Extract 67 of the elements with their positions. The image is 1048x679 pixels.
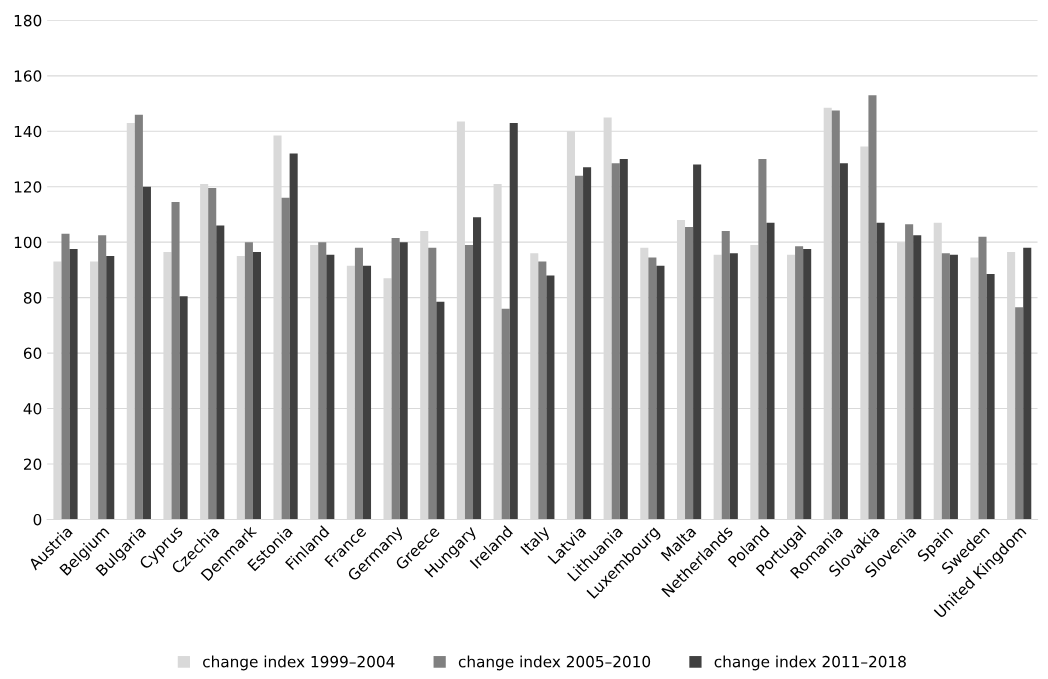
bar (501, 308, 510, 520)
bar (868, 95, 877, 520)
bar (354, 247, 363, 520)
bar (106, 256, 115, 520)
legend-label: change index 2005–2010 (458, 655, 651, 671)
bar (428, 247, 437, 520)
bar (244, 242, 253, 520)
bar (171, 201, 180, 520)
bar (391, 238, 400, 520)
bar (142, 186, 151, 520)
legend-label: change index 1999–2004 (203, 655, 395, 671)
bar (318, 242, 327, 520)
y-tick-label: 120 (14, 181, 42, 193)
bar (876, 222, 885, 520)
bar (252, 251, 261, 520)
bar (611, 163, 620, 520)
bar (839, 163, 848, 520)
bar (795, 246, 804, 520)
bar (619, 159, 628, 520)
y-tick-label: 40 (23, 403, 42, 415)
bar (729, 253, 738, 520)
y-tick-label: 60 (23, 347, 42, 360)
bar (362, 265, 372, 520)
bar (949, 254, 958, 520)
bar (538, 261, 547, 520)
bar (464, 244, 474, 520)
y-tick-label: 0 (33, 513, 42, 526)
bar (216, 225, 225, 520)
bar (693, 164, 702, 520)
bar (986, 274, 995, 520)
bar (134, 114, 143, 520)
bar (289, 153, 298, 520)
bar (648, 257, 657, 520)
y-tick-label: 100 (14, 236, 42, 249)
bar (574, 175, 584, 520)
bar (69, 249, 78, 520)
bar (913, 235, 922, 520)
bar (1023, 247, 1032, 520)
bar (685, 226, 694, 520)
y-tick-label: 80 (23, 292, 42, 304)
bar (656, 265, 665, 520)
bar (98, 235, 107, 520)
bar (1015, 307, 1024, 520)
bar (758, 159, 767, 520)
y-tick-label: 160 (14, 70, 42, 82)
bar (978, 236, 987, 520)
bar (61, 233, 70, 520)
bar (473, 217, 482, 520)
bar (721, 231, 730, 520)
bar (546, 275, 555, 520)
y-tick-label: 140 (14, 125, 42, 138)
bar (831, 110, 840, 520)
bar (179, 296, 188, 520)
bar (399, 242, 408, 520)
bar (941, 253, 950, 520)
y-tick-label: 180 (14, 14, 42, 27)
bar (766, 222, 775, 520)
y-tick-label: 20 (23, 458, 42, 470)
bar (208, 188, 217, 520)
bar (436, 301, 445, 520)
bar (509, 122, 518, 520)
bar (803, 249, 812, 520)
bar (281, 197, 290, 520)
bar (326, 254, 335, 520)
bar (905, 224, 914, 520)
legend-label: change index 2011–2018 (714, 655, 906, 671)
bar (583, 167, 592, 520)
